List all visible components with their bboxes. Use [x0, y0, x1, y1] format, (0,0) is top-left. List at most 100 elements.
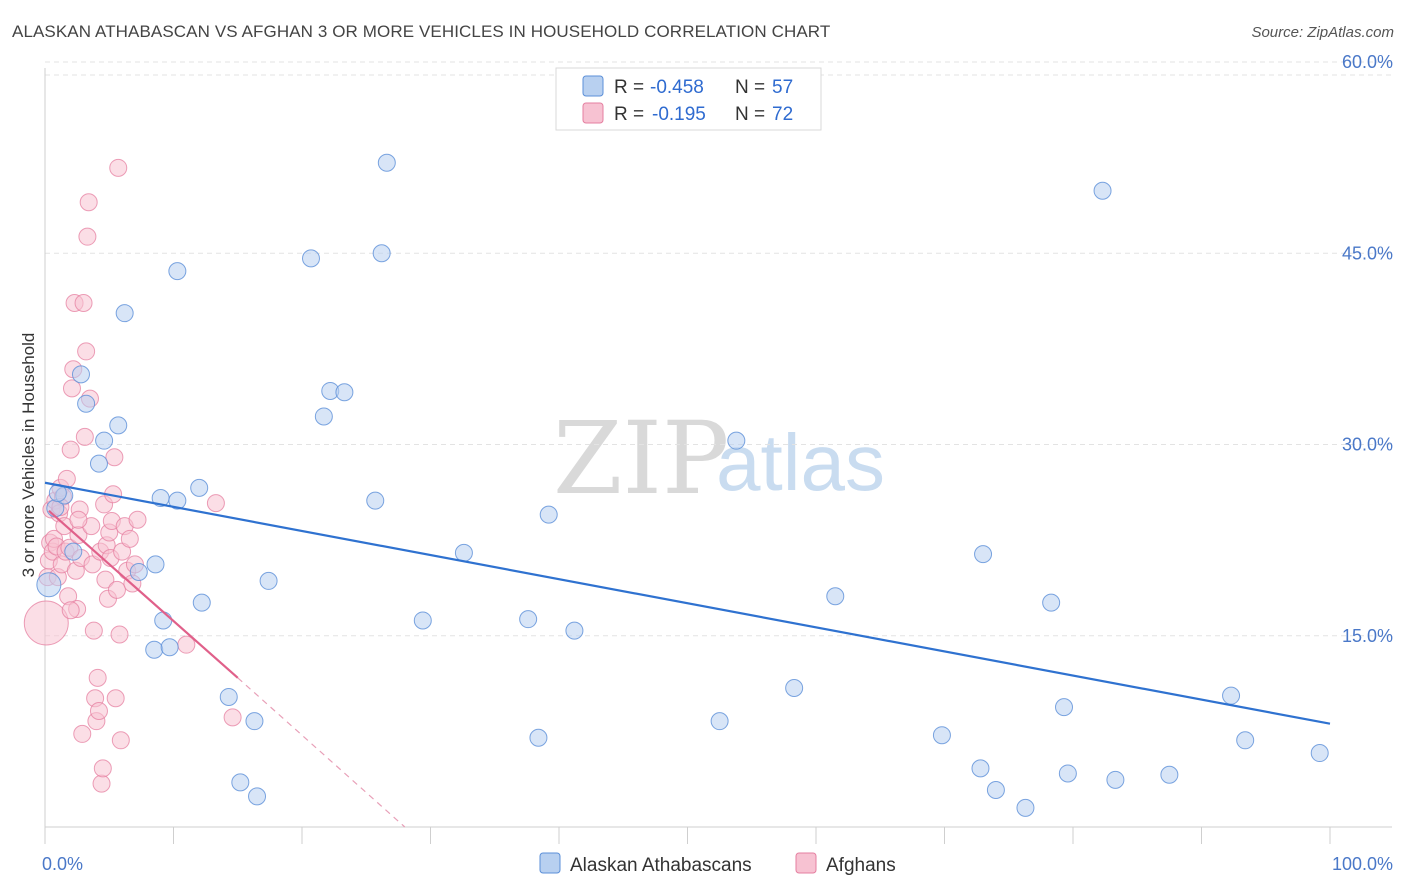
alaskan-athabascans-point [1236, 731, 1255, 750]
alaskan-athabascans-point [565, 621, 584, 640]
afghans-point [62, 379, 81, 398]
afghans-point [106, 689, 125, 708]
afghans-point [78, 227, 97, 246]
x-tick-label-0: 0.0% [42, 854, 83, 874]
trendlines [44, 481, 1331, 828]
trendline-afghans-extension [237, 677, 406, 828]
y-axis-label: 3 or more Vehicles in Household [19, 333, 38, 578]
bottom-legend: Alaskan Athabascans Afghans [539, 852, 896, 876]
afghans-point [92, 774, 111, 793]
alaskan-athabascans-point [377, 153, 396, 172]
afghans-point [96, 570, 115, 589]
afghans-point [107, 580, 126, 599]
trendline-afghans [48, 509, 239, 679]
alaskan-athabascans-point [160, 638, 179, 657]
alaskan-athabascans-point [248, 787, 267, 806]
alaskan-athabascans-point [314, 407, 333, 426]
alaskan-athabascans-point [129, 563, 148, 581]
afghans-point [206, 494, 225, 513]
bottom-legend-label-blue: Alaskan Athabascans [570, 855, 752, 876]
chart-source: Source: ZipAtlas.com [1251, 24, 1394, 41]
afghans-point [77, 342, 96, 361]
afghans-point [75, 427, 94, 446]
alaskan-athabascans-point [64, 542, 83, 561]
alaskan-athabascans-point [986, 781, 1005, 800]
alaskan-athabascans-point [826, 587, 845, 606]
alaskan-athabascans-point [519, 610, 538, 629]
legend-r-value-2: -0.195 [652, 104, 706, 125]
watermark-atlas: atlas [716, 418, 885, 507]
alaskan-athabascans-point [1310, 744, 1329, 763]
afghans-point [73, 724, 92, 743]
alaskan-athabascans-point [932, 726, 951, 745]
afghans-point [111, 731, 130, 750]
afghans-point [223, 708, 242, 727]
alaskan-athabascans-point [413, 611, 432, 630]
bottom-legend-swatch-blue [539, 852, 561, 874]
legend-n-value-2: 72 [772, 104, 793, 125]
alaskan-athabascans-point [785, 679, 804, 698]
bottom-legend-swatch-pink [795, 852, 817, 874]
alaskan-athabascans-point [95, 431, 114, 450]
y-tick-label-1: 30.0% [1342, 435, 1393, 455]
legend-r-label-1: R = [614, 77, 644, 98]
alaskan-athabascans-point [145, 640, 164, 659]
alaskan-athabascans-point [971, 759, 990, 778]
trendline-alaskan-athabascans [44, 481, 1331, 725]
afghans-point [23, 600, 69, 646]
alaskan-athabascans-point [192, 593, 211, 612]
tick-labels: 15.0% 30.0% 45.0% 60.0% 0.0% 100.0% [42, 52, 1393, 874]
alaskan-athabascans-point [974, 545, 993, 564]
alaskan-athabascans-point [710, 712, 729, 731]
alaskan-athabascans-point [1016, 798, 1035, 817]
afghans-point [89, 701, 108, 720]
legend-r-value-1: -0.458 [650, 77, 704, 98]
alaskan-athabascans-point [539, 505, 558, 524]
alaskan-athabascans-point [231, 773, 250, 792]
alaskan-athabascans-point [36, 572, 62, 598]
alaskan-athabascans-point [190, 478, 209, 497]
legend-swatch-pink [582, 102, 604, 124]
alaskan-athabascans-point [529, 728, 548, 747]
y-tick-label-2: 45.0% [1342, 243, 1393, 263]
alaskan-athabascans-point [259, 571, 278, 590]
x-tick-label-1: 100.0% [1332, 854, 1393, 874]
alaskan-athabascans-point [168, 491, 187, 510]
alaskan-athabascans-point [335, 383, 354, 402]
alaskan-athabascans-point [366, 491, 385, 510]
alaskan-athabascans-point [146, 555, 165, 574]
y-tick-label-3: 60.0% [1342, 52, 1393, 72]
afghans-points [23, 158, 242, 793]
legend-n-label-1: N = [735, 77, 765, 98]
alaskan-athabascans-point [245, 712, 264, 731]
afghans-point [88, 668, 107, 687]
alaskan-athabascans-point [727, 431, 746, 450]
y-tick-label-0: 15.0% [1342, 626, 1393, 646]
alaskan-athabascans-point [1160, 765, 1179, 784]
alaskan-athabascans-point [454, 543, 473, 562]
afghans-point [61, 601, 80, 620]
alaskan-athabascans-point [1222, 686, 1241, 705]
alaskan-athabascans-point [168, 262, 187, 281]
afghans-point [61, 440, 80, 459]
alaskan-athabascans-point [219, 687, 238, 706]
alaskan-athabascans-point [115, 304, 134, 323]
afghans-point [69, 510, 88, 529]
legend-n-value-1: 57 [772, 77, 793, 98]
alaskan-athabascans-point [301, 249, 320, 268]
alaskan-athabascans-point [77, 394, 96, 413]
alaskan-athabascans-point [109, 416, 128, 435]
afghans-point [79, 193, 98, 212]
alaskan-athabascans-point [372, 244, 391, 263]
bottom-legend-label-pink: Afghans [826, 855, 896, 876]
afghans-point [110, 625, 129, 644]
alaskan-athabascans-points [36, 153, 1329, 817]
alaskan-athabascans-point [1093, 181, 1112, 200]
legend-r-label-2: R = [614, 104, 644, 125]
chart-title: ALASKAN ATHABASCAN VS AFGHAN 3 OR MORE V… [12, 22, 831, 41]
legend-swatch-blue [582, 75, 604, 97]
afghans-point [74, 293, 93, 312]
afghans-point [84, 621, 103, 640]
alaskan-athabascans-point [1055, 698, 1074, 717]
